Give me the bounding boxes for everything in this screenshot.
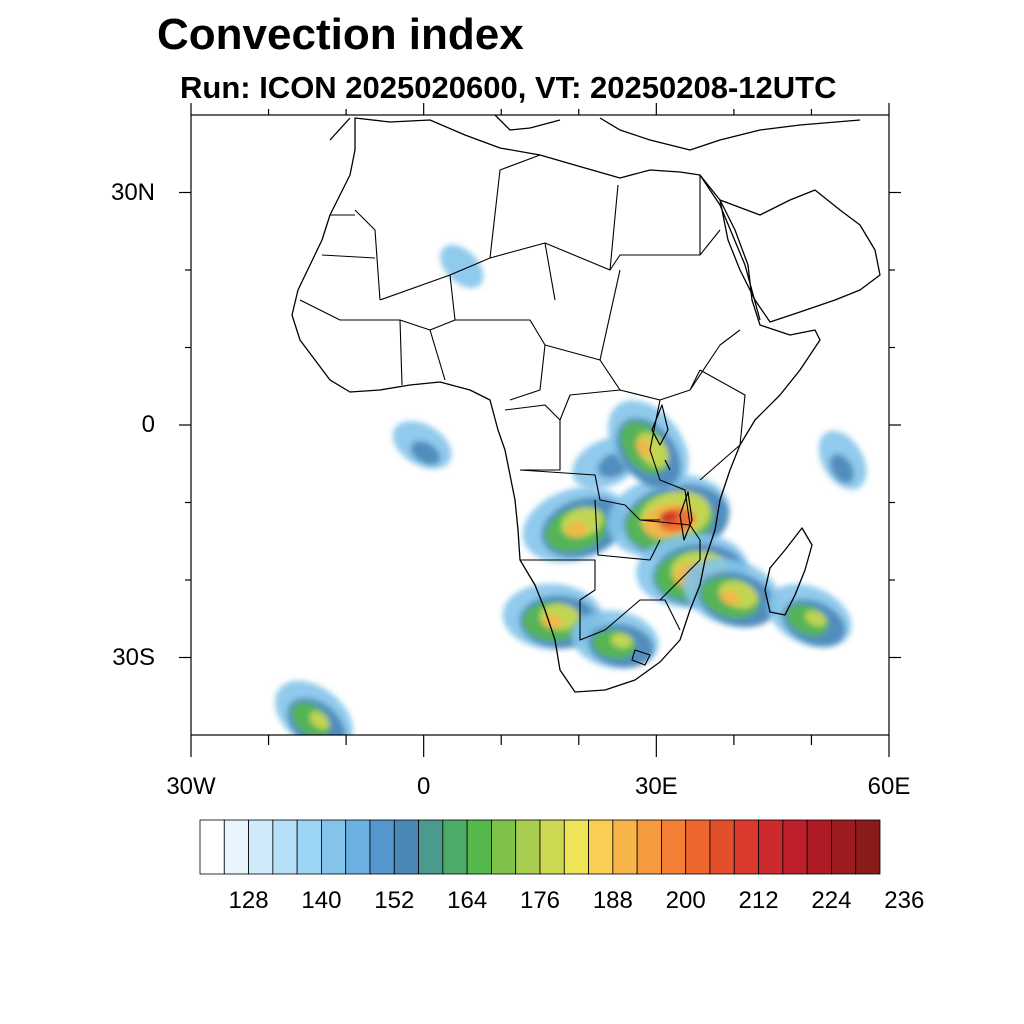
- convection-indian-ocean: [818, 430, 867, 490]
- colorbar-swatch: [831, 819, 857, 875]
- colorbar-label: 236: [884, 887, 925, 914]
- colorbar: [199, 819, 881, 875]
- arabia-coastline: [719, 189, 881, 323]
- convection-south-atlantic: [275, 680, 353, 735]
- convection-contour: [566, 521, 588, 538]
- axis-ticks: [179, 103, 901, 757]
- colorbar-swatch: [369, 819, 395, 875]
- convection-madagascar-east: [767, 584, 852, 648]
- convection-contour: [440, 244, 484, 289]
- convection-contour: [720, 590, 740, 605]
- page-title: Convection index: [157, 10, 524, 59]
- colorbar-swatch: [588, 819, 614, 875]
- colorbar-swatch: [855, 819, 881, 875]
- colorbar-swatch: [515, 819, 541, 875]
- colorbar-swatch: [733, 819, 759, 875]
- colorbar-label: 176: [519, 887, 561, 914]
- coastlines-and-borders: [291, 115, 881, 693]
- convection-contour: [805, 610, 827, 627]
- colorbar-swatch: [661, 819, 687, 875]
- page-subtitle: Run: ICON 2025020600, VT: 20250208-12UTC: [180, 70, 837, 105]
- colorbar-swatch: [806, 819, 832, 875]
- convection-contour: [410, 440, 441, 465]
- colorbar-swatch: [248, 819, 274, 875]
- lat-label: 30N: [110, 178, 155, 206]
- colorbar-swatch: [539, 819, 565, 875]
- colorbar-swatch: [563, 819, 589, 875]
- colorbar-swatch: [466, 819, 492, 875]
- lon-label: 60E: [867, 773, 911, 800]
- convection-lake-malawi: [607, 474, 730, 559]
- colorbar-swatch: [636, 819, 662, 875]
- convection-contour: [636, 438, 653, 457]
- colorbar-label: 140: [301, 887, 342, 914]
- colorbar-label: 164: [447, 887, 488, 914]
- lon-label: 30E: [634, 773, 678, 800]
- lon-label: 30W: [166, 773, 216, 800]
- madagascar-coastline: [764, 527, 813, 616]
- colorbar-swatch: [685, 819, 711, 875]
- colorbar-swatch: [321, 819, 347, 875]
- colorbar-swatch: [612, 819, 638, 875]
- convection-sahara-band: [440, 244, 484, 289]
- lat-label: 30S: [112, 643, 155, 671]
- colorbar-label: 152: [374, 887, 415, 914]
- country-borders: [299, 154, 746, 666]
- colorbar-swatch: [393, 819, 419, 875]
- convection-contour: [830, 454, 854, 484]
- colorbar-label: 200: [665, 887, 706, 914]
- convection-contour: [659, 510, 678, 523]
- colorbar-swatch: [442, 819, 468, 875]
- colorbar-swatch: [709, 819, 735, 875]
- colorbar-swatch: [418, 819, 444, 875]
- colorbar-label: 188: [592, 887, 633, 914]
- colorbar-swatch: [491, 819, 517, 875]
- colorbar-swatch: [758, 819, 784, 875]
- convection-madagascar-channel: [682, 558, 781, 628]
- convection-contour: [610, 633, 633, 649]
- colorbar-swatch: [296, 819, 322, 875]
- colorbar-swatch: [782, 819, 808, 875]
- convection-field: [275, 244, 867, 735]
- convection-south-africa: [571, 610, 659, 669]
- convection-contour: [309, 711, 330, 730]
- colorbar-label: 128: [228, 887, 269, 914]
- colorbar-swatch: [272, 819, 298, 875]
- colorbar-swatch: [199, 819, 225, 875]
- convection-gulf-of-guinea: [392, 421, 452, 469]
- colorbar-swatch: [345, 819, 371, 875]
- colorbar-label: 212: [738, 887, 779, 914]
- colorbar-swatch: [223, 819, 249, 875]
- colorbar-label: 224: [811, 887, 852, 914]
- lon-label: 0: [416, 773, 431, 800]
- convection-angola-zambia: [522, 487, 628, 563]
- lat-label: 0: [141, 411, 155, 438]
